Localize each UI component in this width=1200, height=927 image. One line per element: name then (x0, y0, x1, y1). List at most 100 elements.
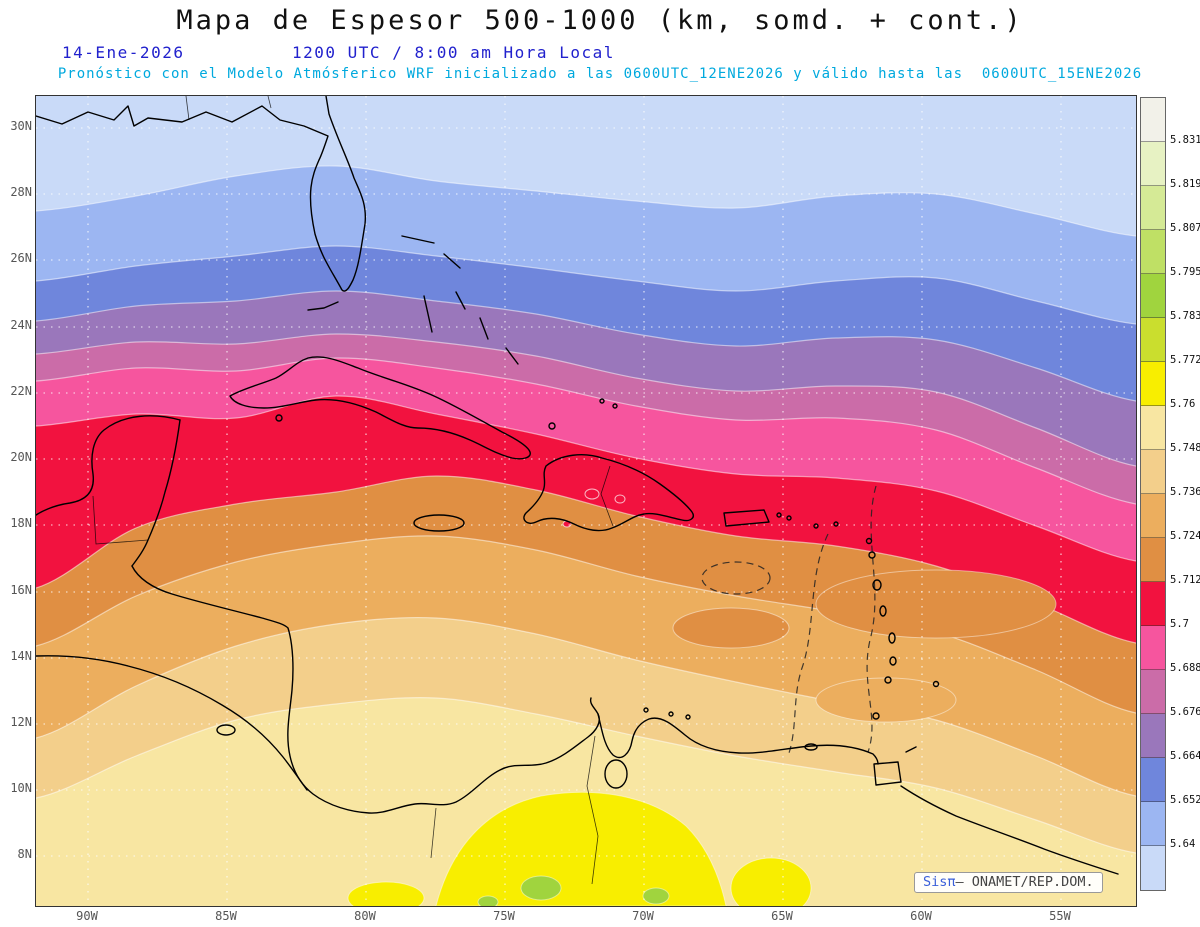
thickness-map (36, 96, 1136, 906)
leeward-island (813, 523, 819, 529)
barbados (932, 680, 940, 688)
curacao (668, 711, 674, 717)
tobago (905, 746, 917, 753)
colorbar (1140, 97, 1166, 891)
yellow-area (435, 791, 727, 906)
bonaire (685, 714, 691, 720)
thickness-bands (36, 96, 1136, 906)
red-spot (614, 494, 626, 504)
orange-patch (672, 607, 790, 649)
lon-label: 85W (215, 909, 237, 923)
lon-label: 60W (910, 909, 932, 923)
contour-line (36, 165, 1136, 237)
lake-nicaragua (216, 724, 236, 736)
bahamas-island (479, 317, 489, 340)
contour-line (36, 333, 1136, 467)
haiti-dr-border (600, 465, 614, 527)
colorbar-value: 5.807 (1170, 222, 1200, 234)
colorbar-segment (1141, 450, 1165, 494)
caribbean-south-coastline (131, 565, 600, 814)
dashed-contour (866, 485, 877, 753)
lon-label: 90W (76, 909, 98, 923)
watermark-credit: – ONAMET/REP.DOM. (955, 874, 1094, 890)
watermark-brand: Sisπ (923, 874, 956, 890)
colorbar-value: 5.831 (1170, 134, 1200, 146)
green-spot (520, 875, 562, 901)
bahamas-island (443, 253, 461, 269)
lat-label: 24N (10, 318, 32, 332)
guadeloupe (872, 579, 882, 591)
bahamas-island (423, 295, 433, 333)
colorbar-segment (1141, 802, 1165, 846)
valid-time: 1200 UTC / 8:00 am Hora Local (292, 43, 615, 62)
contour-line (36, 475, 1136, 644)
dashed-contour (701, 561, 771, 595)
cuba-coastline (229, 356, 531, 460)
colorbar-value: 5.795 (1170, 266, 1200, 278)
bahamas-island (505, 347, 519, 365)
orange-patch (815, 677, 957, 723)
contour-line (36, 697, 1136, 854)
colorbar-value: 5.688 (1170, 662, 1200, 674)
state-border (185, 96, 190, 121)
lon-label: 55W (1049, 909, 1071, 923)
contour-line (36, 357, 1136, 505)
orange-patch (815, 569, 1057, 639)
colorbar-value: 5.772 (1170, 354, 1200, 366)
lon-label: 70W (632, 909, 654, 923)
colombia-venezuela-border (586, 735, 599, 885)
colorbar-segment (1141, 758, 1165, 802)
lat-label: 28N (10, 185, 32, 199)
turks-caicos (612, 403, 618, 409)
dashed-contours (701, 485, 877, 757)
contour-line (36, 616, 1136, 797)
lat-label: 26N (10, 251, 32, 265)
colorbar-value: 5.64 (1170, 838, 1196, 850)
bahamas-island (455, 291, 466, 310)
colorbar-segment (1141, 670, 1165, 714)
guatemala-border (92, 495, 149, 545)
state-border (267, 96, 272, 109)
st-lucia (889, 656, 897, 666)
yucatan-coastline (36, 415, 181, 516)
guyana-coastline (900, 785, 1119, 875)
isla-juventud (275, 414, 283, 422)
lon-label: 80W (354, 909, 376, 923)
dominica (879, 605, 887, 617)
valid-date: 14-Ene-2026 (62, 43, 185, 62)
venezuela-coastline (597, 713, 879, 765)
virgin-islands (776, 512, 782, 518)
colorbar-segment (1141, 186, 1165, 230)
colorbar-segment (1141, 274, 1165, 318)
contour-line (36, 395, 1136, 562)
colorbar-value: 5.783 (1170, 310, 1200, 322)
aruba (643, 707, 649, 713)
lat-label: 12N (10, 715, 32, 729)
leeward-island (833, 521, 839, 527)
contour-line (36, 290, 1136, 402)
antigua (868, 551, 876, 559)
yellow-area (730, 857, 812, 906)
page-title: Mapa de Espesor 500-1000 (km, somd. + co… (176, 5, 1024, 36)
colorbar-segment (1141, 230, 1165, 274)
colorbar-segment (1141, 714, 1165, 758)
lat-label: 18N (10, 516, 32, 530)
great-inagua (548, 422, 556, 430)
belize-coastline (131, 419, 181, 567)
green-spot (477, 895, 499, 906)
lake-maracaibo (604, 759, 628, 789)
colorbar-segment (1141, 538, 1165, 582)
latlon-grid (36, 96, 1136, 906)
forecast-note: Pronóstico con el Modelo Atmósferico WRF… (57, 66, 1143, 82)
watermark: Sisπ– ONAMET/REP.DOM. (914, 872, 1103, 893)
contour-line (36, 245, 1136, 325)
virgin-islands (786, 515, 792, 521)
coastlines (36, 96, 1119, 885)
map-canvas: Sisπ– ONAMET/REP.DOM. (35, 95, 1137, 907)
colorbar-segment (1141, 582, 1165, 626)
colorbar-segment (1141, 318, 1165, 362)
lat-label: 16N (10, 583, 32, 597)
barbuda (865, 537, 873, 545)
colorbar-value: 5.748 (1170, 442, 1200, 454)
